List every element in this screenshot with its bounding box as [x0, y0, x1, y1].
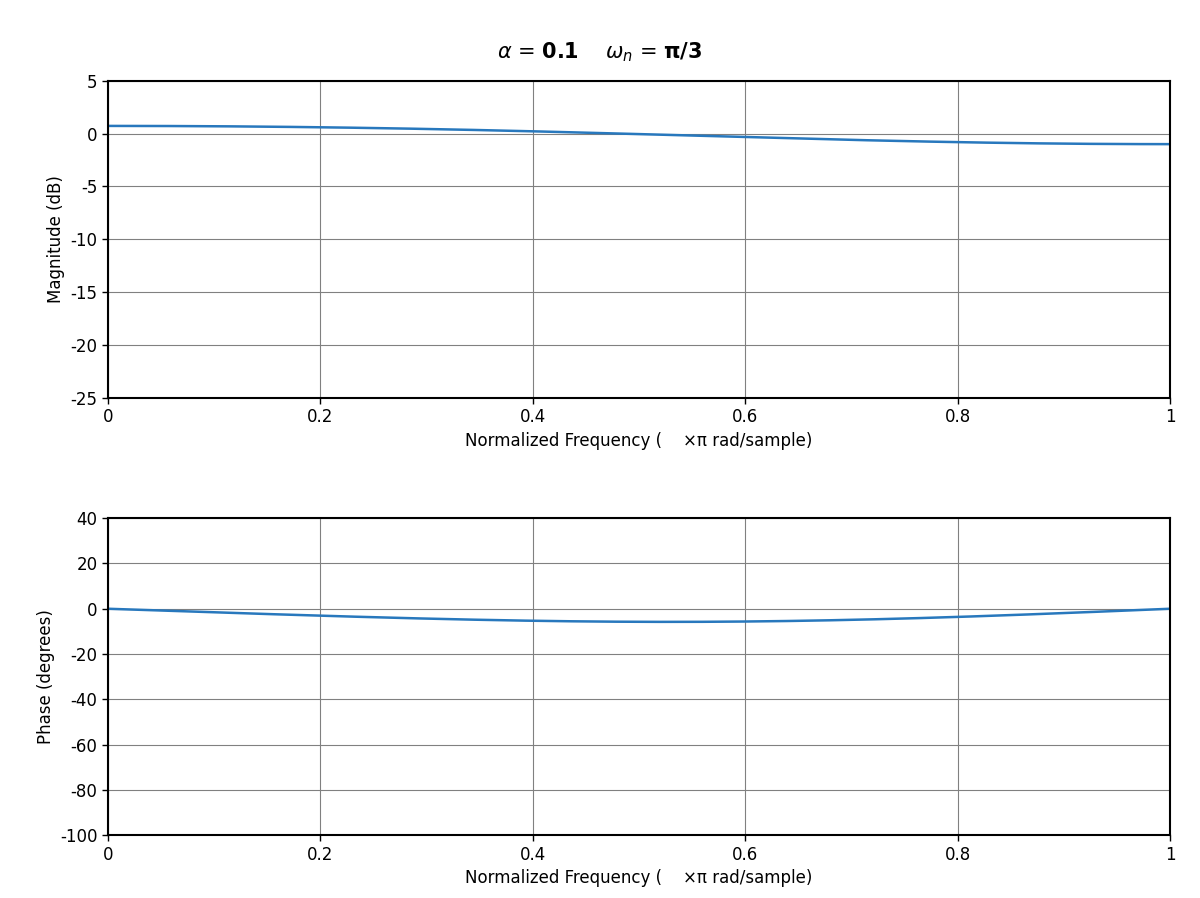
Y-axis label: Phase (degrees): Phase (degrees)	[36, 609, 54, 744]
Text: $\alpha$ = $\bf{0.1}$    $\omega_n$ = $\bf{\pi/3}$: $\alpha$ = $\bf{0.1}$ $\omega_n$ = $\bf{…	[498, 40, 702, 64]
X-axis label: Normalized Frequency (    ×π rad/sample): Normalized Frequency ( ×π rad/sample)	[466, 432, 812, 450]
Y-axis label: Magnitude (dB): Magnitude (dB)	[47, 175, 65, 304]
X-axis label: Normalized Frequency (    ×π rad/sample): Normalized Frequency ( ×π rad/sample)	[466, 869, 812, 887]
